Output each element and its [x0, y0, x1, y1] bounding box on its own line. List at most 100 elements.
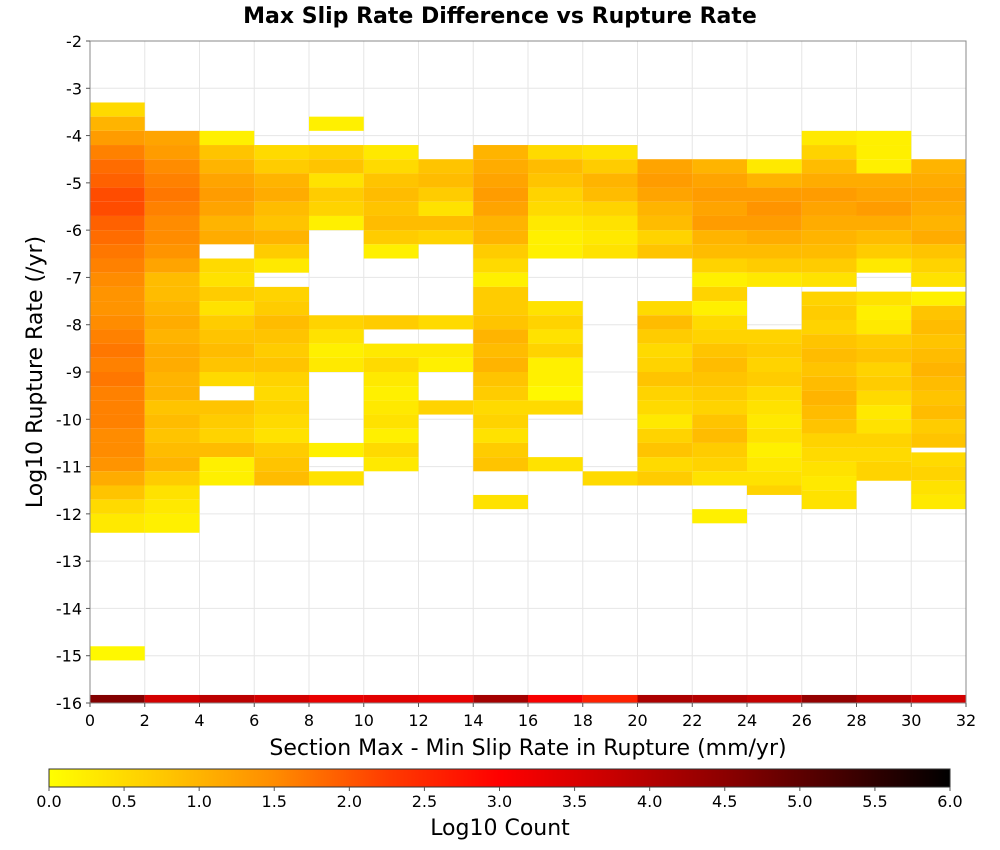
heatmap-cell [254, 230, 309, 245]
heatmap-cell [199, 272, 255, 287]
heatmap-cell [856, 405, 912, 420]
heatmap-cell [528, 386, 583, 401]
heatmap-cell [473, 272, 528, 287]
heatmap-cell [90, 400, 145, 415]
heatmap-cell [254, 400, 309, 415]
heatmap-cell [144, 372, 200, 387]
heatmap-cell [582, 471, 638, 486]
heatmap-cell [90, 215, 145, 231]
heatmap-cell-bottom [363, 694, 419, 703]
heatmap-cell [254, 215, 309, 231]
heatmap-cell [801, 419, 857, 434]
heatmap-cell [747, 329, 802, 344]
heatmap-cell [856, 291, 912, 306]
heatmap-cell [473, 173, 528, 188]
heatmap-cell [801, 159, 857, 174]
heatmap-cell [418, 315, 474, 330]
heatmap-cell [637, 457, 693, 472]
x-tick-label: 24 [737, 711, 757, 730]
heatmap-cell [199, 230, 255, 245]
heatmap-cell [856, 230, 912, 245]
y-tick-label: -15 [56, 647, 82, 666]
heatmap-cell [90, 230, 145, 245]
heatmap-cell [528, 357, 583, 372]
heatmap-cell [747, 215, 802, 231]
heatmap-cell [801, 390, 857, 406]
heatmap-cell [747, 414, 802, 429]
heatmap-cell [856, 187, 912, 202]
heatmap-cell [199, 457, 255, 472]
y-tick-label: -6 [66, 221, 82, 240]
y-tick-label: -2 [66, 32, 82, 51]
heatmap-cell [747, 442, 802, 458]
heatmap-cell [528, 187, 583, 202]
heatmap-cell [418, 343, 474, 358]
heatmap-cell [528, 315, 583, 330]
heatmap-cell [473, 414, 528, 429]
heatmap-cell [363, 343, 419, 358]
heatmap-cell [911, 319, 966, 335]
heatmap-cell [254, 329, 309, 344]
y-axis-ticks: -2 -3 -4 -5 -6 -7 -8 -9 -10 -11 -12 -13 -14 -15 -16 [56, 32, 90, 713]
colorbar [48, 768, 951, 788]
heatmap-cell [692, 272, 747, 287]
heatmap-cell [199, 258, 255, 273]
heatmap-cell [90, 130, 145, 146]
heatmap-cell [144, 499, 200, 514]
heatmap-cell-bottom [473, 694, 528, 703]
heatmap-cell [473, 286, 528, 316]
heatmap-cell [418, 230, 474, 245]
heatmap-cell [747, 471, 802, 486]
heatmap-cell [254, 315, 309, 330]
heatmap-cell [254, 244, 309, 259]
heatmap-cell [309, 357, 364, 372]
heatmap-cell [801, 201, 857, 216]
heatmap-cell [911, 334, 966, 349]
heatmap-cell [801, 230, 857, 245]
heatmap-cell [911, 244, 966, 259]
heatmap-cell [254, 414, 309, 429]
heatmap-cell [637, 357, 693, 372]
y-tick-label: -4 [66, 127, 82, 146]
heatmap-cell [144, 414, 200, 429]
colorbar-tick-label: 6.0 [937, 792, 962, 811]
heatmap-cell [254, 428, 309, 443]
heatmap-cell [363, 315, 419, 330]
x-tick-label: 0 [85, 711, 95, 730]
heatmap-cell [309, 315, 364, 330]
heatmap-cell-bottom [90, 694, 145, 703]
heatmap-cell [582, 173, 638, 188]
heatmap-cell [90, 646, 145, 661]
x-tick-label: 2 [140, 711, 150, 730]
heatmap-cell [90, 372, 145, 387]
heatmap-cell [199, 471, 255, 486]
heatmap-cell [254, 173, 309, 188]
heatmap-cell [528, 173, 583, 188]
heatmap-cell [90, 485, 145, 500]
heatmap-cell [90, 428, 145, 443]
heatmap-cell [144, 286, 200, 302]
heatmap-cell [473, 329, 528, 344]
heatmap-cell [856, 461, 912, 481]
heatmap-cell [911, 433, 966, 448]
heatmap-cell [801, 173, 857, 188]
heatmap-cell [363, 145, 419, 160]
heatmap-cell [199, 173, 255, 188]
heatmap-cell [473, 145, 528, 160]
heatmap-cell [473, 201, 528, 216]
heatmap-cell-bottom [856, 694, 912, 703]
heatmap-cell [747, 173, 802, 188]
heatmap-cell [911, 405, 966, 420]
heatmap-cell-bottom [418, 694, 474, 703]
colorbar-tick-label: 4.5 [712, 792, 737, 811]
heatmap-cell [363, 201, 419, 216]
colorbar-tick-label: 5.0 [787, 792, 812, 811]
y-tick-label: -7 [66, 268, 82, 287]
heatmap-cell [309, 343, 364, 358]
heatmap-cell [363, 244, 419, 259]
x-tick-label: 6 [249, 711, 259, 730]
heatmap-cell [692, 329, 747, 344]
heatmap-cell [144, 428, 200, 443]
heatmap-cell [692, 400, 747, 415]
heatmap-cell [144, 329, 200, 344]
